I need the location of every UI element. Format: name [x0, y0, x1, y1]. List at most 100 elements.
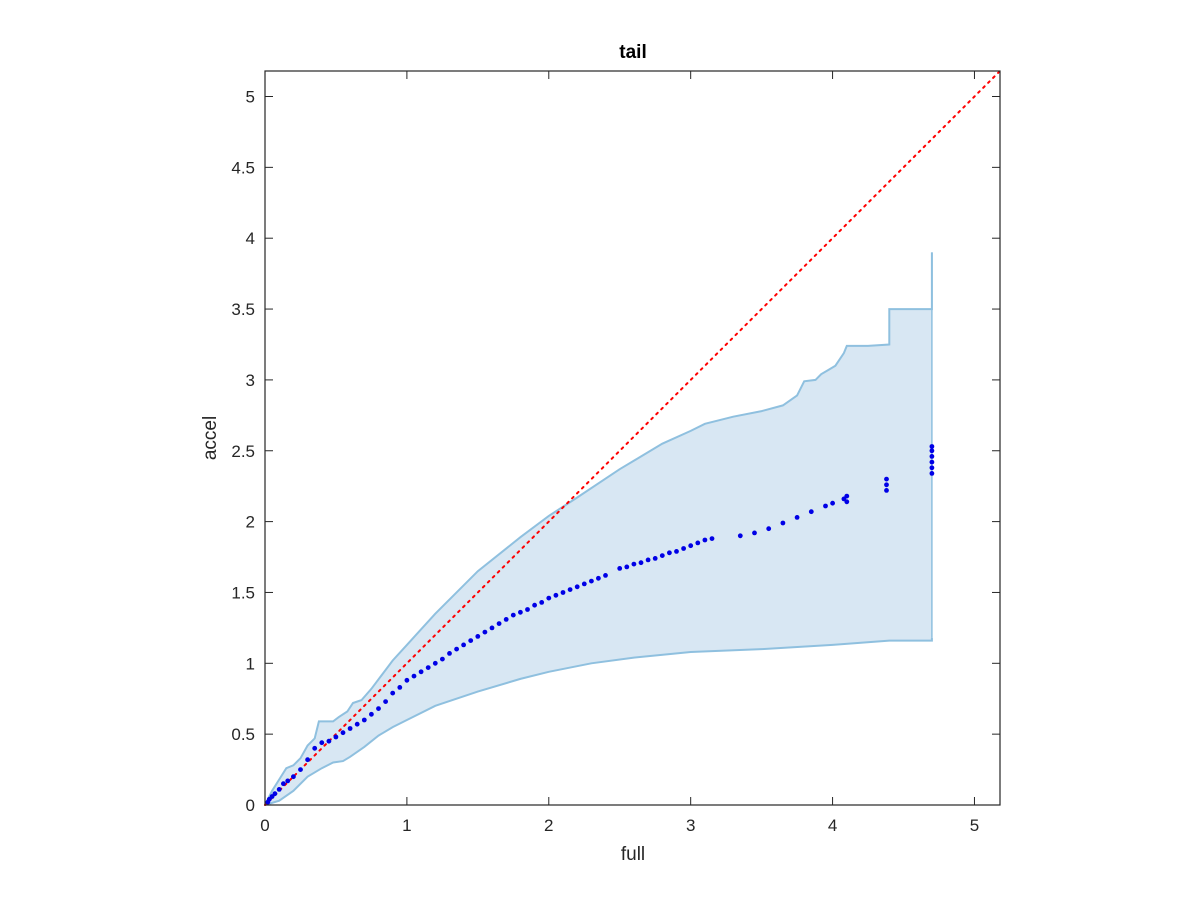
data-point [884, 488, 889, 493]
data-point [546, 595, 552, 601]
band-fill [265, 252, 932, 805]
x-tick-label: 1 [402, 816, 411, 835]
y-tick-label: 2 [246, 513, 255, 532]
data-point [319, 740, 325, 746]
data-point [631, 561, 637, 567]
data-point [808, 509, 814, 515]
data-point [326, 738, 332, 744]
y-tick-label: 0.5 [231, 725, 255, 744]
data-point [929, 444, 935, 449]
x-tick-label: 4 [828, 816, 837, 835]
data-point [532, 602, 537, 608]
y-tick-label: 2.5 [231, 442, 255, 461]
data-point [589, 578, 594, 584]
reference-line [264, 70, 1001, 806]
data-point [312, 745, 318, 751]
data-point [333, 734, 339, 740]
data-point [929, 465, 935, 471]
data-point [305, 757, 310, 763]
data-point [340, 730, 346, 736]
data-point [766, 526, 772, 532]
x-tick-label: 0 [260, 816, 269, 835]
data-point [603, 573, 608, 578]
data-point [645, 557, 651, 563]
data-point [404, 677, 410, 683]
data-point [752, 530, 757, 536]
data-point [276, 787, 282, 792]
axes-box [264, 70, 1001, 806]
data-point [468, 638, 474, 643]
data-point [929, 448, 935, 454]
data-point [844, 493, 850, 499]
y-tick-label: 3 [246, 371, 255, 390]
data-point [291, 774, 296, 780]
data-point [709, 536, 715, 541]
data-point [390, 690, 396, 696]
y-tick-label: 3.5 [231, 300, 255, 319]
data-point [447, 651, 452, 656]
y-axis-label: accel [200, 416, 221, 460]
data-point [281, 781, 286, 787]
data-point [830, 500, 835, 506]
data-point [369, 711, 374, 717]
data-point [929, 454, 935, 459]
data-point [475, 634, 481, 639]
identity-line [264, 70, 1001, 806]
data-point [411, 673, 417, 679]
data-point [496, 621, 502, 626]
data-point [347, 726, 353, 731]
data-point [617, 566, 623, 571]
y-tick-label: 5 [246, 88, 255, 107]
data-point [440, 656, 445, 662]
data-point [525, 607, 530, 612]
data-point [553, 592, 559, 598]
data-point [518, 609, 523, 615]
data-point [794, 515, 800, 520]
data-point [581, 581, 587, 587]
y-tick-label: 4 [246, 229, 255, 248]
data-point [482, 629, 488, 635]
data-points [265, 444, 935, 805]
data-point [780, 520, 786, 526]
data-point [383, 699, 388, 704]
data-point [844, 499, 850, 505]
data-point [688, 543, 694, 549]
data-point [489, 625, 495, 631]
data-point [695, 540, 701, 546]
y-tick-label: 0 [246, 796, 255, 815]
data-point [510, 612, 516, 618]
data-point [432, 660, 438, 666]
data-point [638, 560, 644, 566]
data-point [596, 575, 601, 581]
data-point [361, 717, 367, 723]
data-point [397, 685, 403, 690]
data-point [298, 767, 303, 772]
axes: 0 1 2 3 4 5 0 0.5 1 1.5 2 2.5 3 3.5 4 4.5 5 [231, 70, 1001, 835]
x-axis-label: full [621, 844, 645, 865]
data-point [823, 503, 828, 509]
data-point [681, 546, 686, 551]
data-point [285, 778, 291, 784]
data-point [503, 617, 509, 622]
band-lower-edge [264, 637, 933, 806]
data-point [454, 646, 459, 652]
data-point [624, 564, 630, 570]
data-point [574, 584, 580, 590]
data-point [418, 669, 424, 675]
x-tick-label: 5 [970, 816, 979, 835]
data-point [354, 721, 360, 727]
chart-title: tail [619, 42, 646, 63]
data-point [560, 590, 566, 595]
data-point [737, 533, 743, 539]
y-tick-label: 1 [246, 654, 255, 673]
x-tick-label: 2 [544, 816, 553, 835]
x-tick-label: 3 [686, 816, 695, 835]
data-point [674, 549, 679, 554]
data-point [884, 482, 889, 488]
y-tick-label: 1.5 [231, 583, 255, 602]
data-point [652, 556, 658, 561]
data-point [884, 476, 889, 482]
data-point [929, 471, 935, 476]
data-point [567, 587, 573, 592]
